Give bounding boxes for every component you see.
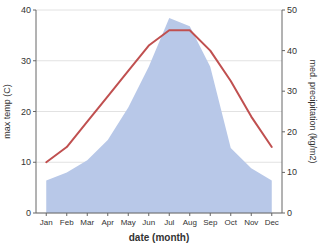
- x-tick-label: May: [121, 218, 136, 227]
- y2-tick-label: 40: [287, 46, 297, 56]
- x-tick-label: Jul: [164, 218, 174, 227]
- x-tick: [66, 213, 67, 216]
- x-tick-label: Jun: [142, 218, 155, 227]
- y-tick-label: 20: [21, 107, 31, 117]
- y-tick: [33, 10, 36, 11]
- x-tick: [169, 213, 170, 216]
- texts: Jan Feb Mar Apr May Jun Jul Aug Sep Oct Nov Dec 0 10 2…: [2, 5, 318, 243]
- x-tick: [189, 213, 190, 216]
- y2-tick: [282, 172, 285, 173]
- grid: [36, 10, 282, 213]
- area: [46, 18, 272, 213]
- x-tick-label: Aug: [183, 218, 197, 227]
- x-tick: [128, 213, 129, 216]
- axes: [36, 10, 282, 213]
- grid-line: [36, 213, 282, 214]
- x-tick: [46, 213, 47, 216]
- x-tick-label: Jan: [40, 218, 53, 227]
- y2-tick: [282, 131, 285, 132]
- x-tick: [251, 213, 252, 216]
- grid-line: [36, 10, 282, 11]
- x-tick: [271, 213, 272, 216]
- y2-tick-label: 10: [287, 167, 297, 177]
- y2-tick-label: 30: [287, 86, 297, 96]
- y2-tick-label: 0: [287, 208, 292, 218]
- x-tick: [87, 213, 88, 216]
- x-tick: [210, 213, 211, 216]
- x-tick-label: Mar: [80, 218, 94, 227]
- y-axis-label: max temp (C): [2, 84, 12, 139]
- x-tick-label: Apr: [102, 218, 115, 227]
- x-tick-label: Feb: [60, 218, 74, 227]
- background: [0, 0, 318, 247]
- y2-tick-label: 20: [287, 127, 297, 137]
- x-tick: [107, 213, 108, 216]
- y2-tick: [282, 91, 285, 92]
- y2-axis-line: [282, 10, 283, 213]
- x-tick: [230, 213, 231, 216]
- x-axis-line: [36, 213, 282, 214]
- y2-tick: [282, 213, 285, 214]
- y2-axis-label: med. precipitation (kg/m2): [308, 59, 318, 163]
- chart: Jan Feb Mar Apr May Jun Jul Aug Sep Oct Nov Dec 0 10 2…: [0, 0, 318, 247]
- y2-tick: [282, 50, 285, 51]
- y-tick-label: 30: [21, 56, 31, 66]
- x-tick: [148, 213, 149, 216]
- x-tick-label: Dec: [265, 218, 279, 227]
- y-tick: [33, 60, 36, 61]
- x-axis-label: date (month): [129, 232, 190, 243]
- y-tick-label: 0: [26, 208, 31, 218]
- y-tick-label: 10: [21, 157, 31, 167]
- y-tick: [33, 162, 36, 163]
- line: [46, 30, 272, 162]
- plot-area: [46, 18, 272, 213]
- x-tick-label: Sep: [203, 218, 218, 227]
- y-tick-label: 40: [21, 5, 31, 15]
- x-tick-label: Nov: [244, 218, 258, 227]
- y2-tick-label: 50: [287, 5, 297, 15]
- x-tick-label: Oct: [225, 218, 238, 227]
- y2-tick: [282, 10, 285, 11]
- y-tick: [33, 111, 36, 112]
- y-tick: [33, 213, 36, 214]
